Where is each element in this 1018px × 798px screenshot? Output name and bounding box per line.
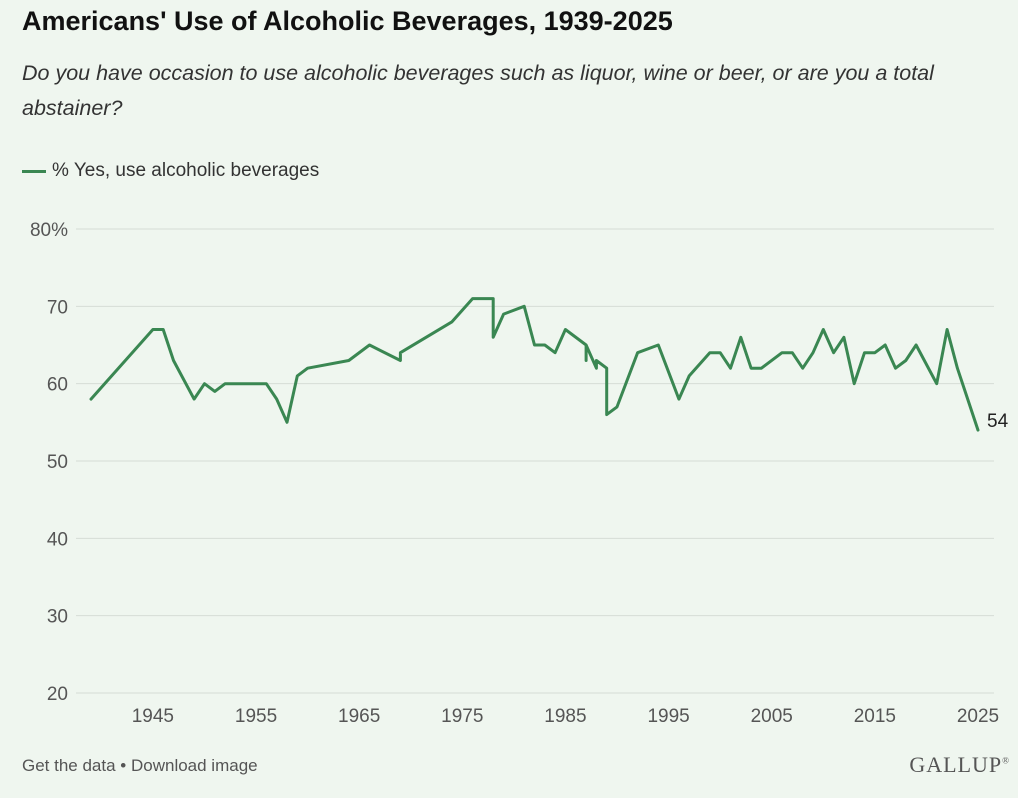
- gallup-logo-text: GALLUP: [909, 752, 1003, 777]
- get-data-link[interactable]: Get the data: [22, 756, 116, 775]
- legend-label: % Yes, use alcoholic beverages: [52, 160, 320, 181]
- y-tick-label: 40: [47, 529, 68, 550]
- x-tick-label: 1995: [647, 706, 689, 727]
- x-tick-label: 1985: [544, 706, 586, 727]
- chart-subtitle: Do you have occasion to use alcoholic be…: [22, 61, 934, 120]
- y-tick-label: 20: [47, 684, 68, 705]
- y-tick-label: 80%: [30, 220, 68, 241]
- chart-title: Americans' Use of Alcoholic Beverages, 1…: [22, 6, 673, 36]
- line-chart: 20 30 40 50 60 70 80% 1945 1955 1965 1975 1985 1995 2…: [30, 220, 1009, 727]
- y-tick-label: 50: [47, 452, 68, 473]
- y-tick-label: 70: [47, 297, 68, 318]
- legend-swatch: [22, 169, 46, 173]
- x-tick-label: 1955: [235, 706, 277, 727]
- download-image-link[interactable]: Download image: [130, 756, 258, 775]
- x-tick-label: 2025: [957, 706, 999, 727]
- footer-separator: •: [115, 756, 131, 775]
- gallup-logo-mark: ®: [1002, 755, 1010, 766]
- x-tick-label: 1975: [441, 706, 483, 727]
- footer-links: Get the data • Download image: [22, 756, 258, 776]
- gallup-logo: GALLUP®: [909, 752, 1010, 778]
- end-value-label: 54: [987, 411, 1009, 432]
- x-tick-label: 1965: [338, 706, 380, 727]
- y-tick-label: 30: [47, 607, 68, 628]
- series-line: [89, 297, 980, 432]
- legend: % Yes, use alcoholic beverages: [22, 160, 319, 182]
- x-tick-label: 1945: [132, 706, 174, 727]
- x-tick-label: 2015: [854, 706, 896, 727]
- y-tick-label: 60: [47, 375, 68, 396]
- x-tick-label: 2005: [751, 706, 793, 727]
